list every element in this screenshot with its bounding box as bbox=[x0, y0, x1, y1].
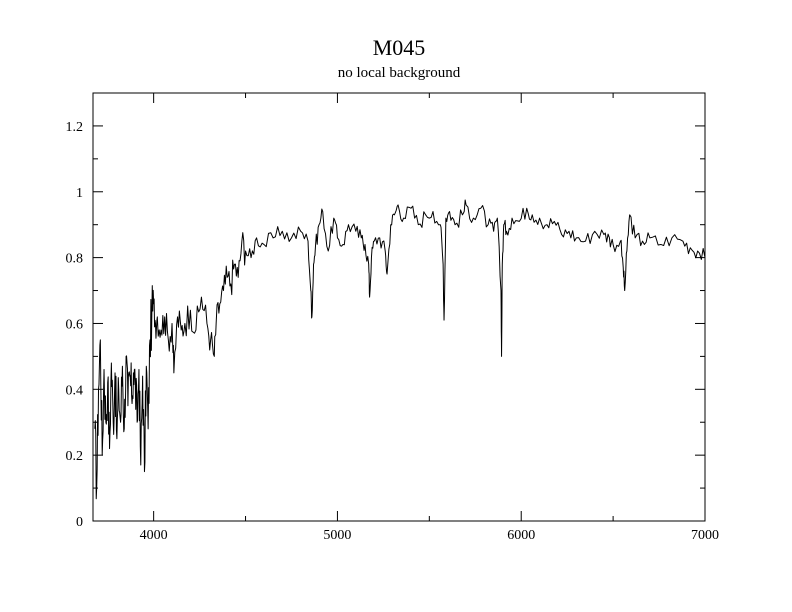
axis-ticks bbox=[93, 93, 706, 522]
spectrum-line bbox=[94, 199, 706, 500]
plot-frame bbox=[92, 92, 706, 522]
x-tick-label: 4000 bbox=[140, 528, 168, 543]
x-tick-label: 6000 bbox=[507, 528, 535, 543]
y-tick-label: 1.2 bbox=[66, 120, 84, 135]
series-group bbox=[94, 199, 706, 500]
y-tick-label: 0.6 bbox=[66, 317, 84, 332]
x-tick-label: 5000 bbox=[323, 528, 351, 543]
y-tick-label: 0.2 bbox=[66, 449, 84, 464]
axis-tick-labels: 4000 5000 6000 7000 0 0.2 0.4 0.6 0.8 1 1.2 bbox=[66, 120, 720, 543]
y-tick-label: 1 bbox=[76, 186, 83, 201]
x-tick-label: 7000 bbox=[691, 528, 719, 543]
chart-subtitle: no local background bbox=[338, 65, 461, 81]
y-tick-label: 0.4 bbox=[66, 383, 84, 398]
chart-title: M045 bbox=[373, 35, 426, 60]
y-tick-label: 0 bbox=[76, 515, 83, 530]
y-tick-label: 0.8 bbox=[66, 252, 84, 267]
